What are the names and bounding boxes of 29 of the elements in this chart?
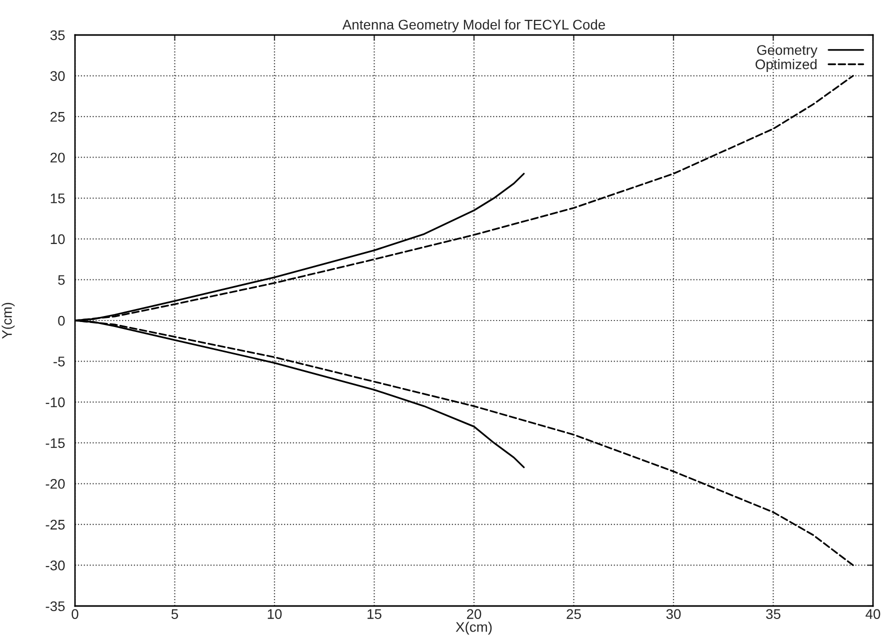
y-tick-label: -5 <box>54 356 65 366</box>
y-tick-label: 15 <box>50 194 65 204</box>
y-axis-title: Y(cm) <box>2 302 15 339</box>
x-tick-label: 0 <box>72 609 78 619</box>
x-axis-title: X(cm) <box>456 622 492 635</box>
x-tick-label: 5 <box>171 609 178 619</box>
x-tick-label: 10 <box>268 609 282 619</box>
y-tick-label: 0 <box>58 316 65 326</box>
x-tick-label: 35 <box>766 609 780 619</box>
y-tick-label: 20 <box>50 152 65 163</box>
y-tick-label: -10 <box>46 397 65 408</box>
y-tick-label: 30 <box>50 71 65 81</box>
y-tick-label: -30 <box>46 560 65 570</box>
x-tick-label: 30 <box>666 609 681 619</box>
y-tick-label: -15 <box>46 438 65 448</box>
legend-label: Geometry <box>757 45 818 58</box>
x-tick-label: 15 <box>368 609 382 619</box>
y-tick-label: 25 <box>50 112 65 122</box>
y-tick-label: -25 <box>46 520 65 530</box>
x-tick-label: 20 <box>466 609 482 619</box>
y-tick-label: 5 <box>58 275 65 285</box>
x-tick-label: 25 <box>566 609 581 619</box>
y-tick-label: 35 <box>50 30 65 40</box>
legend-label: Optimized <box>756 59 817 72</box>
x-tick-label: 40 <box>866 609 880 619</box>
y-tick-label: -20 <box>46 478 65 489</box>
chart-title: Antenna Geometry Model for TECYL Code <box>342 19 606 32</box>
y-tick-label: -35 <box>46 601 65 612</box>
y-tick-label: 10 <box>50 234 65 244</box>
